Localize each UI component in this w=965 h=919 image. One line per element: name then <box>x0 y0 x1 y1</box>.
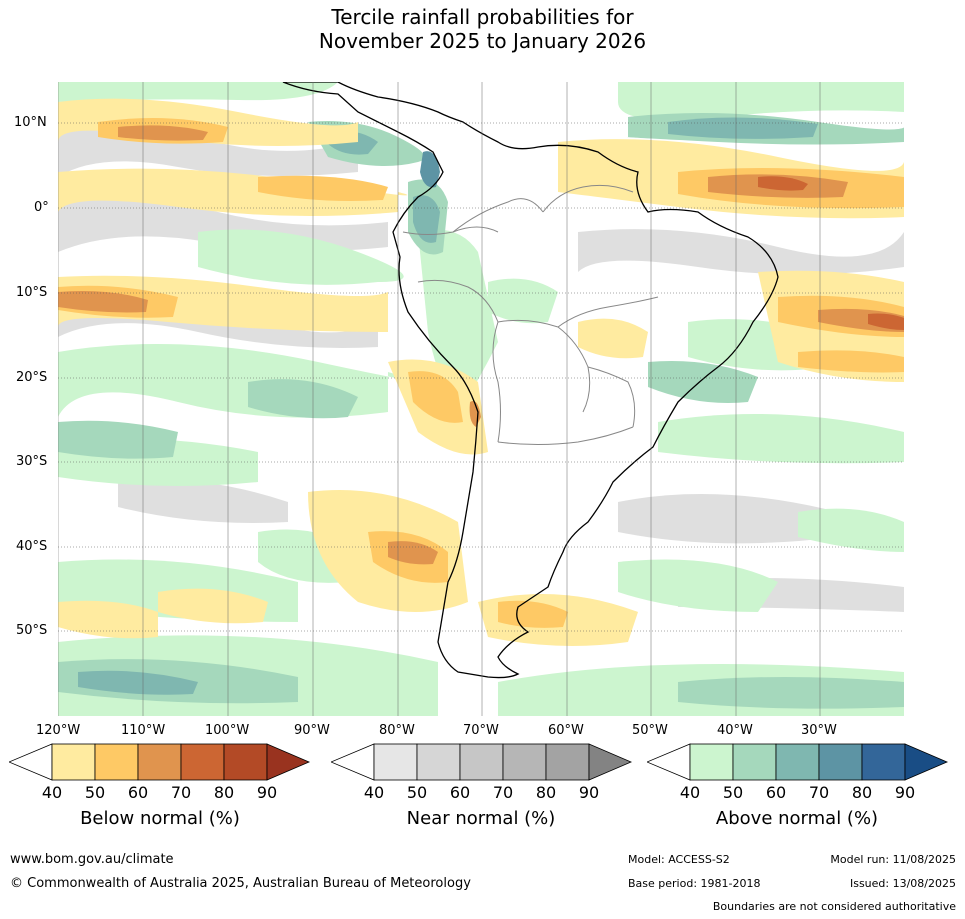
colorbar-swatch <box>94 743 139 781</box>
issued-date: Issued: 13/08/2025 <box>849 877 956 890</box>
meridians <box>58 82 821 716</box>
colorbar-below-normal <box>9 743 311 781</box>
map-title-line2: November 2025 to January 2026 <box>318 29 647 53</box>
colorbar-swatch <box>588 743 633 781</box>
lat-label-10n: 10°N <box>14 115 47 130</box>
model-name: Model: ACCESS-S2 <box>628 853 730 866</box>
colorbar-swatch <box>732 743 777 781</box>
colorbar-swatch <box>647 743 691 781</box>
website-link[interactable]: www.bom.gov.au/climate <box>10 852 174 867</box>
lon-label-90w: 90°W <box>294 723 330 738</box>
map-title-line1: Tercile rainfall probabilities for <box>331 5 634 29</box>
below-normal-title: Below normal (%) <box>80 808 240 829</box>
lon-label-110w: 110°W <box>121 723 166 738</box>
lon-label-40w: 40°W <box>717 723 753 738</box>
colorbar-swatch <box>818 743 863 781</box>
near-tick-40: 40 <box>363 783 385 802</box>
colorbar-swatch <box>502 743 547 781</box>
copyright-text: © Commonwealth of Australia 2025, Austra… <box>10 876 471 891</box>
near-tick-60: 60 <box>449 783 471 802</box>
colorbar-swatch <box>180 743 225 781</box>
above-tick-80: 80 <box>851 783 873 802</box>
lat-label-20s: 20°S <box>16 370 48 385</box>
below-tick-50: 50 <box>84 783 106 802</box>
colorbar-swatch <box>51 743 96 781</box>
colorbar-swatch <box>223 743 268 781</box>
colorbar-swatch <box>9 743 53 781</box>
lon-label-50w: 50°W <box>632 723 668 738</box>
model-run-date: Model run: 11/08/2025 <box>830 853 956 866</box>
lon-label-60w: 60°W <box>548 723 584 738</box>
near-tick-90: 90 <box>578 783 600 802</box>
colorbar-swatch <box>373 743 418 781</box>
above-tick-60: 60 <box>765 783 787 802</box>
below-tick-40: 40 <box>41 783 63 802</box>
lon-label-80w: 80°W <box>379 723 415 738</box>
colorbar-swatch <box>904 743 949 781</box>
lon-label-120w: 120°W <box>36 723 81 738</box>
below-tick-70: 70 <box>170 783 192 802</box>
above-tick-90: 90 <box>894 783 916 802</box>
rainfall-probability-map <box>58 82 904 716</box>
near-tick-50: 50 <box>406 783 428 802</box>
below-tick-60: 60 <box>127 783 149 802</box>
boundaries-disclaimer: Boundaries are not considered authoritat… <box>712 900 956 913</box>
lat-label-10s: 10°S <box>16 285 48 300</box>
colorbar-above-normal <box>647 743 949 781</box>
near-tick-70: 70 <box>492 783 514 802</box>
colorbar-swatch <box>861 743 906 781</box>
below-tick-90: 90 <box>256 783 278 802</box>
lon-label-100w: 100°W <box>205 723 250 738</box>
near-normal-title: Near normal (%) <box>406 808 556 829</box>
lat-label-0: 0° <box>34 200 49 215</box>
colorbar-near-normal <box>331 743 633 781</box>
colorbar-swatch <box>775 743 820 781</box>
above-tick-50: 50 <box>722 783 744 802</box>
lon-label-70w: 70°W <box>463 723 499 738</box>
colorbar-swatch <box>416 743 461 781</box>
colorbar-swatch <box>266 743 311 781</box>
colorbar-swatch <box>545 743 590 781</box>
colorbar-swatch <box>689 743 734 781</box>
graticule <box>58 122 904 632</box>
below-tick-80: 80 <box>213 783 235 802</box>
lon-label-30w: 30°W <box>801 723 837 738</box>
lat-label-40s: 40°S <box>16 539 48 554</box>
above-normal-title: Above normal (%) <box>715 808 879 829</box>
near-tick-80: 80 <box>535 783 557 802</box>
lat-label-30s: 30°S <box>16 454 48 469</box>
probability-shading <box>58 82 904 716</box>
colorbar-swatch <box>137 743 182 781</box>
colorbar-swatch <box>459 743 504 781</box>
colorbar-swatch <box>331 743 375 781</box>
above-tick-70: 70 <box>808 783 830 802</box>
lat-label-50s: 50°S <box>16 623 48 638</box>
continent-outline <box>282 82 779 679</box>
above-tick-40: 40 <box>679 783 701 802</box>
base-period: Base period: 1981-2018 <box>628 877 761 890</box>
